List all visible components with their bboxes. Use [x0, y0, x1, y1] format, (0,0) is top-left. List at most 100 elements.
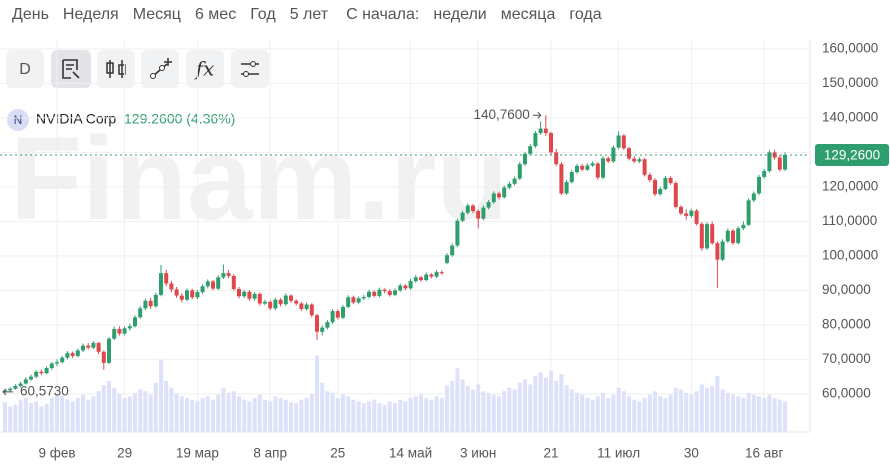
- volume-bar: [320, 382, 325, 432]
- candle-body: [205, 281, 210, 287]
- candle-body: [247, 291, 252, 299]
- tool-button[interactable]: [97, 50, 135, 88]
- volume-bar: [335, 398, 340, 432]
- candle-body: [632, 158, 637, 162]
- candle-body: [731, 230, 735, 244]
- volume-bar: [195, 401, 200, 432]
- candle-body: [382, 289, 387, 292]
- candle-body: [445, 255, 449, 263]
- last-price-label: 129,2600: [824, 148, 880, 163]
- candle-body: [393, 290, 397, 295]
- volume-bar: [595, 396, 600, 432]
- volume-bar: [39, 406, 44, 432]
- candle-body: [226, 273, 231, 276]
- badge-label: N: [14, 113, 23, 127]
- volume-bar: [23, 398, 28, 432]
- volume-bar: [720, 389, 725, 432]
- candle-body: [299, 303, 304, 310]
- volume-bar: [205, 396, 210, 432]
- candle-body: [216, 277, 221, 289]
- volume-bar: [242, 399, 247, 432]
- toolbar-item[interactable]: недели: [433, 6, 486, 23]
- volume-bar: [60, 396, 65, 432]
- volume-bar: [18, 399, 23, 432]
- candle-body: [304, 304, 309, 310]
- x-tick-label: 9 фев: [38, 446, 75, 461]
- volume-bar: [325, 391, 330, 432]
- candle-body: [413, 277, 418, 282]
- candle-body: [96, 342, 101, 352]
- toolbar-item[interactable]: Месяц: [133, 6, 181, 23]
- candle-body: [211, 281, 215, 289]
- x-tick-label: 11 июл: [597, 446, 640, 461]
- volume-bar: [668, 394, 673, 432]
- candle-body: [320, 327, 325, 332]
- toolbar: День Неделя Месяц 6 мес Год 5 лет С начала: нед…: [12, 6, 602, 23]
- candle-body: [179, 295, 184, 300]
- candle-body: [595, 163, 600, 178]
- candle-body: [49, 363, 54, 369]
- volume-bar: [304, 398, 309, 432]
- volume-bar: [725, 392, 730, 432]
- candle-body: [439, 272, 444, 274]
- volume-bar: [627, 396, 631, 432]
- volume-bar: [382, 404, 387, 432]
- x-tick-label: 25: [330, 446, 345, 461]
- candle-body: [185, 290, 189, 300]
- tool-button[interactable]: [6, 50, 44, 88]
- candle-body: [668, 177, 673, 184]
- volume-bar: [179, 396, 184, 432]
- background-layer: Finam.ru: [10, 113, 508, 245]
- volume-bar: [231, 391, 236, 432]
- volume-bar: [507, 387, 512, 432]
- volume-bar: [127, 396, 132, 432]
- volume-bar: [29, 403, 33, 432]
- candle-body: [101, 351, 106, 363]
- candle-body: [55, 362, 59, 364]
- volume-bar: [289, 402, 293, 432]
- toolbar-item[interactable]: Неделя: [63, 6, 119, 23]
- y-tick-label: 90,0000: [822, 282, 871, 297]
- candle-body: [679, 206, 683, 214]
- volume-bar: [777, 399, 782, 432]
- volume-bar: [528, 384, 533, 432]
- volume-bar: [408, 398, 413, 432]
- tool-button[interactable]: [231, 50, 269, 88]
- volume-bar: [247, 401, 252, 432]
- volume-bar: [44, 403, 49, 432]
- x-tick-label: 19 мар: [176, 446, 219, 461]
- volume-bar: [476, 384, 481, 432]
- candle-body: [694, 210, 699, 224]
- candle-body: [767, 152, 772, 172]
- toolbar-item[interactable]: Год: [250, 6, 276, 23]
- toolbar-item[interactable]: 6 мес: [195, 6, 236, 23]
- candle-body: [283, 295, 288, 305]
- candle-body: [65, 353, 70, 358]
- candle-body: [372, 291, 377, 296]
- volume-bar: [70, 401, 75, 432]
- volume-bar: [543, 377, 548, 432]
- candle-body: [569, 172, 574, 183]
- candle-body: [8, 388, 13, 391]
- candle-body: [351, 297, 356, 303]
- volume-bar: [673, 387, 678, 432]
- x-tick-label: 30: [684, 446, 699, 461]
- candle-body: [528, 146, 533, 154]
- candle-body: [616, 135, 621, 148]
- volume-bar: [611, 394, 616, 432]
- toolbar-item[interactable]: года: [569, 6, 601, 23]
- candle-body: [153, 294, 158, 307]
- candle-body: [403, 285, 408, 289]
- y-tick-label: 120,0000: [822, 178, 878, 193]
- toolbar-item[interactable]: 5 лет: [290, 6, 329, 23]
- plot: 60,0000 70,0000 80,0000 90,0000 100,0000 110,…: [0, 40, 889, 461]
- candle-body: [549, 133, 553, 153]
- candle-body: [621, 135, 626, 149]
- toolbar-item[interactable]: День: [12, 6, 49, 23]
- tool-button[interactable]: [186, 50, 224, 88]
- legend: N NVIDIA Corp 129.2600 (4.36%): [7, 109, 235, 131]
- last-price-badge: [815, 143, 889, 166]
- candle-body: [424, 274, 429, 281]
- toolbar-item[interactable]: месяца: [501, 6, 556, 23]
- candle-body: [455, 220, 460, 246]
